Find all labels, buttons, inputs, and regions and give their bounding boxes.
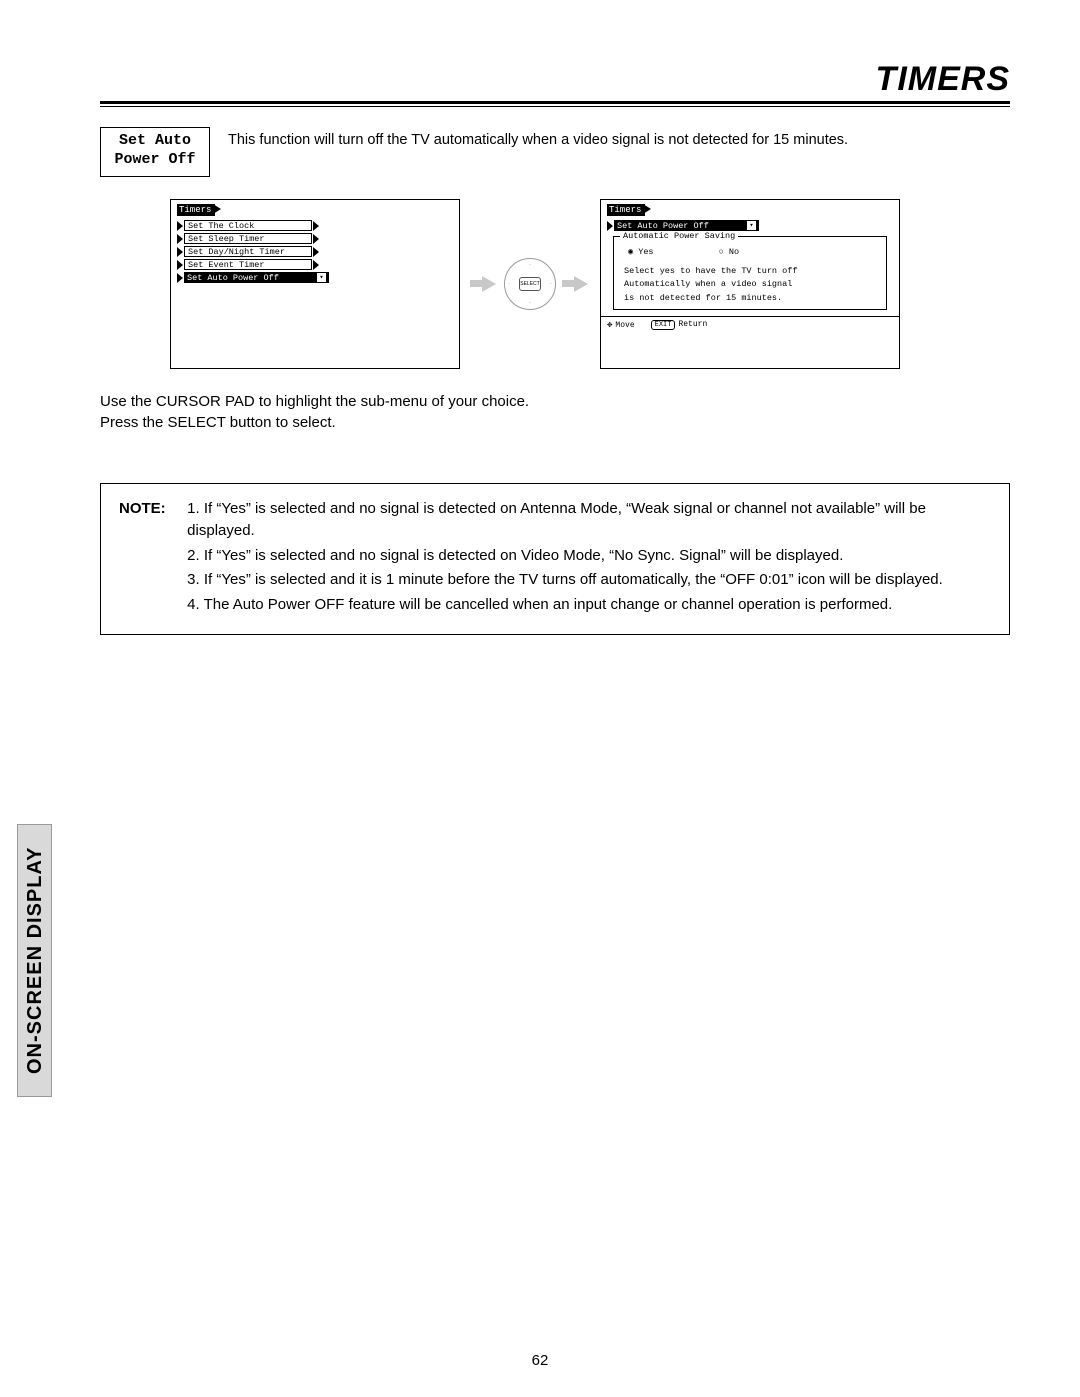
- description-text: Select yes to have the TV turn off Autom…: [624, 265, 880, 306]
- menu-item: Set Day/Night Timer: [177, 246, 453, 258]
- radio-no: ○ No: [719, 247, 769, 257]
- intro-text: This function will turn off the TV autom…: [228, 127, 848, 151]
- radio-label: No: [729, 247, 739, 257]
- screen1-title: Timers: [177, 204, 215, 216]
- cursor-pad-icon: ·· ·· SELECT: [504, 258, 556, 310]
- menu-item-label: Set Auto Power Off ▾: [614, 220, 759, 231]
- screen2-title: Timers: [607, 204, 645, 216]
- screen1-menu-list: Set The Clock Set Sleep Timer Set Day/Ni…: [177, 220, 453, 284]
- menu-item-label: Set Event Timer: [184, 259, 312, 270]
- radio-label: Yes: [638, 247, 653, 257]
- instruction-line: Use the CURSOR PAD to highlight the sub-…: [100, 391, 1010, 412]
- menu-item: Set Sleep Timer: [177, 233, 453, 245]
- chevron-down-icon: ▾: [747, 221, 756, 230]
- menu-item-label: Set Auto Power Off ▾: [184, 272, 329, 283]
- triangle-icon: [313, 247, 319, 257]
- instruction-line: Press the SELECT button to select.: [100, 412, 1010, 433]
- arrow-right-icon: [470, 276, 498, 292]
- triangle-icon: [177, 260, 183, 270]
- side-tab: ON-SCREEN DISPLAY: [17, 824, 52, 1097]
- menu-item-text: Set Auto Power Off: [617, 221, 709, 231]
- menu-item-label: Set Day/Night Timer: [184, 246, 312, 257]
- triangle-icon: [607, 221, 613, 231]
- exit-icon: EXIT: [651, 320, 676, 330]
- group-legend: Automatic Power Saving: [620, 231, 738, 241]
- triangle-icon: [643, 204, 651, 214]
- osd-screen-timers-menu: Timers Set The Clock Set Sleep Timer Set…: [170, 199, 460, 369]
- radio-yes: ◉ Yes: [628, 247, 684, 257]
- section-label-line2: Power Off: [114, 151, 195, 168]
- osd-screen-auto-power-off: Timers Set Auto Power Off ▾ Automatic Po…: [600, 199, 900, 369]
- menu-item: Set Event Timer: [177, 259, 453, 271]
- note-list: 1. If “Yes” is selected and no signal is…: [187, 498, 991, 619]
- desc-line: is not detected for 15 minutes.: [624, 292, 880, 306]
- triangle-icon: [177, 221, 183, 231]
- triangle-icon: [177, 273, 183, 283]
- chevron-down-icon: ▾: [317, 273, 326, 282]
- menu-item-label: Set The Clock: [184, 220, 312, 231]
- menu-item-label: Set Sleep Timer: [184, 233, 312, 244]
- note-box: NOTE: 1. If “Yes” is selected and no sig…: [100, 483, 1010, 636]
- hint-return-label: Return: [678, 320, 707, 329]
- triangle-icon: [313, 234, 319, 244]
- section-label-box: Set Auto Power Off: [100, 127, 210, 177]
- page-title: TIMERS: [100, 60, 1010, 101]
- note-item: 3. If “Yes” is selected and it is 1 minu…: [187, 569, 991, 592]
- note-item: 1. If “Yes” is selected and no signal is…: [187, 498, 991, 543]
- menu-item: Set The Clock: [177, 220, 453, 232]
- triangle-icon: [313, 260, 319, 270]
- arrow-sequence: ·· ·· SELECT: [470, 258, 590, 310]
- triangle-icon: [177, 247, 183, 257]
- triangle-icon: [213, 204, 221, 214]
- instructions: Use the CURSOR PAD to highlight the sub-…: [100, 391, 1010, 433]
- hint-move-label: Move: [615, 321, 634, 330]
- page-number: 62: [532, 1352, 549, 1369]
- menu-item-selected: Set Auto Power Off ▾: [177, 272, 453, 284]
- desc-line: Select yes to have the TV turn off: [624, 265, 880, 279]
- note-label: NOTE:: [119, 498, 183, 521]
- move-icon: ✥: [607, 320, 612, 330]
- triangle-icon: [177, 234, 183, 244]
- triangle-icon: [313, 221, 319, 231]
- note-item: 4. The Auto Power OFF feature will be ca…: [187, 594, 991, 617]
- menu-item-text: Set Auto Power Off: [187, 273, 279, 283]
- section-label-line1: Set Auto: [119, 132, 191, 149]
- note-item: 2. If “Yes” is selected and no signal is…: [187, 545, 991, 568]
- desc-line: Automatically when a video signal: [624, 278, 880, 292]
- hint-bar: ✥Move EXITReturn: [601, 316, 899, 332]
- select-button-label: SELECT: [519, 277, 541, 291]
- auto-power-saving-group: Automatic Power Saving ◉ Yes ○ No Select…: [613, 236, 887, 311]
- arrow-right-icon: [562, 276, 590, 292]
